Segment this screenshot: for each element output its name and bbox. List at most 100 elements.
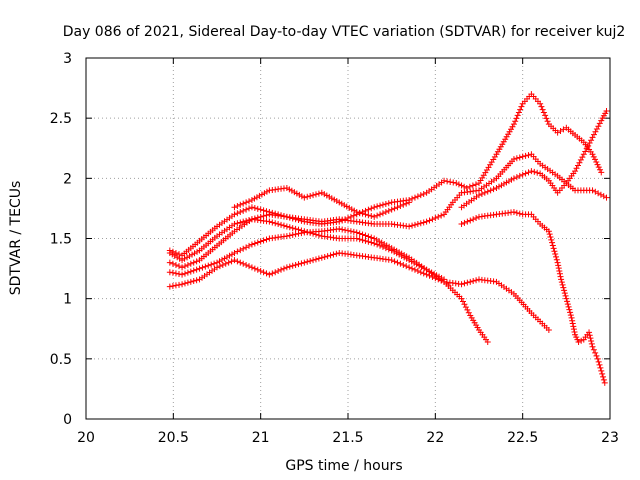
data-point — [353, 235, 360, 242]
data-point — [588, 137, 595, 144]
data-point — [382, 245, 389, 252]
data-point — [458, 281, 465, 288]
data-point — [548, 236, 555, 243]
data-point — [513, 209, 520, 216]
data-point — [409, 222, 416, 229]
data-point — [181, 280, 188, 287]
data-point — [432, 275, 439, 282]
data-point — [592, 349, 599, 356]
data-point — [555, 262, 562, 269]
data-point — [403, 200, 410, 207]
data-point — [503, 133, 510, 140]
data-point — [569, 317, 576, 324]
y-tick-label: 2 — [63, 171, 72, 187]
data-point — [514, 112, 521, 119]
data-point — [458, 295, 465, 302]
data-point — [596, 120, 603, 127]
data-point — [414, 221, 421, 228]
data-point — [590, 131, 597, 138]
data-point — [254, 214, 261, 221]
data-point — [237, 259, 244, 266]
data-point — [429, 216, 436, 223]
data-point — [420, 270, 427, 277]
data-point — [377, 242, 384, 249]
data-point — [598, 367, 605, 374]
data-point — [234, 220, 241, 227]
data-point — [476, 192, 482, 199]
data-point — [336, 225, 343, 232]
data-point — [243, 199, 250, 206]
data-point — [342, 216, 349, 223]
data-point — [598, 169, 605, 176]
data-point — [458, 182, 465, 189]
data-point — [594, 161, 601, 168]
data-point — [510, 121, 517, 128]
data-point — [594, 355, 601, 362]
data-point — [377, 211, 384, 218]
data-point — [600, 373, 607, 380]
x-tick-label: 22 — [426, 430, 444, 446]
data-point — [234, 203, 241, 210]
data-point — [254, 205, 261, 212]
data-point — [516, 210, 523, 217]
data-point — [472, 181, 479, 188]
data-point — [574, 162, 581, 169]
data-point — [269, 219, 276, 226]
data-point — [555, 265, 562, 272]
data-point — [240, 218, 247, 225]
data-point — [176, 251, 183, 258]
data-point — [219, 261, 226, 268]
data-point — [187, 278, 194, 285]
data-point — [172, 282, 179, 289]
data-point — [562, 292, 569, 299]
data-point — [570, 326, 577, 333]
data-point — [379, 201, 386, 208]
data-point — [595, 164, 602, 171]
data-point — [278, 266, 285, 273]
data-point — [569, 320, 576, 327]
data-point — [586, 332, 593, 339]
data-point — [411, 221, 418, 228]
data-point — [588, 340, 595, 347]
data-point — [453, 180, 460, 187]
data-point — [557, 273, 564, 280]
data-point — [394, 259, 401, 266]
data-point — [190, 267, 197, 274]
data-point — [225, 259, 232, 266]
x-tick-label: 21 — [252, 430, 270, 446]
data-point — [519, 153, 526, 160]
data-point — [441, 276, 448, 283]
series-trace-d — [166, 151, 610, 259]
data-point — [592, 156, 599, 163]
data-point — [597, 191, 604, 198]
data-point — [234, 258, 241, 265]
data-point — [251, 265, 258, 272]
data-point — [356, 230, 363, 237]
data-point — [283, 233, 290, 240]
data-point — [246, 263, 253, 270]
data-point — [260, 269, 267, 276]
data-point — [391, 205, 398, 212]
data-point — [172, 249, 179, 256]
data-point — [199, 264, 206, 271]
data-point — [465, 309, 472, 316]
data-point — [353, 209, 360, 216]
data-point — [522, 152, 529, 159]
data-point — [543, 115, 550, 122]
data-point — [379, 210, 386, 217]
data-point — [462, 304, 469, 311]
data-point — [169, 269, 176, 276]
series-trace-b — [166, 249, 552, 333]
data-point — [409, 265, 416, 272]
data-point — [187, 260, 194, 267]
data-point — [470, 278, 477, 285]
data-point — [231, 204, 238, 211]
data-point — [570, 323, 577, 330]
y-tick-label: 0 — [63, 412, 72, 428]
data-point — [406, 264, 413, 271]
data-point — [556, 267, 563, 274]
y-tick-label: 2.5 — [50, 111, 72, 127]
data-point — [248, 204, 255, 211]
